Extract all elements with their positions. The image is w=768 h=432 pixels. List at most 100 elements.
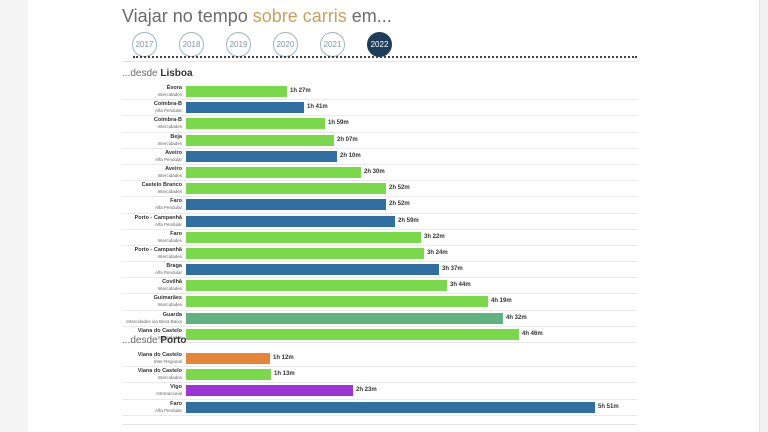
row-label: Viana do Castelo Inter-Regional xyxy=(138,351,182,365)
destination-label: Porto - Campanhã xyxy=(134,246,182,253)
service-label: Intercidades via Beira Baixa xyxy=(126,318,182,324)
service-label: Intercidades xyxy=(157,286,182,292)
row-label: Viana do Castelo Intercidades xyxy=(138,327,182,341)
destination-label: Faro xyxy=(170,230,182,237)
bar[interactable] xyxy=(186,280,447,292)
row-label: Porto - Campanhã Intercidades xyxy=(135,246,182,260)
bar[interactable] xyxy=(186,118,325,130)
chart-row: Évora Intercidades 1h 27m xyxy=(122,84,637,101)
data-label: 5h 51m xyxy=(598,403,619,410)
service-label: Intercidades xyxy=(157,140,182,146)
data-label: 1h 41m xyxy=(307,104,328,111)
row-label: Faro Alfa Pendular xyxy=(155,400,182,414)
bar[interactable] xyxy=(186,102,304,114)
data-label: 4h 32m xyxy=(506,314,527,321)
data-label: 1h 12m xyxy=(273,355,294,361)
row-label: Covilhã Intercidades xyxy=(157,278,182,292)
chart-row: Coimbra-B Intercidades 1h 59m xyxy=(122,116,637,133)
bar[interactable] xyxy=(186,385,353,397)
chart-row: Vigo Internacional 2h 23m xyxy=(122,383,637,400)
bar[interactable] xyxy=(186,264,439,276)
chart-row: Porto - Campanhã Alfa Pendular 2h 59m xyxy=(122,214,637,230)
service-label: Intercidades xyxy=(157,189,182,195)
service-label: Intercidades xyxy=(157,375,182,381)
chart-row: Faro Intercidades 3h 22m xyxy=(122,230,637,246)
service-label: Intercidades xyxy=(157,302,182,308)
service-label: Inter-Regional xyxy=(153,359,182,364)
bar[interactable] xyxy=(186,296,488,308)
title-highlight: sobre carris xyxy=(252,6,347,26)
section-title-lisboa: ...desde Lisboa xyxy=(122,68,193,79)
service-label: Intercidades xyxy=(157,253,182,259)
bar[interactable] xyxy=(186,215,395,227)
bar[interactable] xyxy=(186,312,503,324)
data-label: 2h 10m xyxy=(340,152,361,159)
destination-label: Castelo Branco xyxy=(141,182,182,189)
year-button-2019[interactable]: 2019 xyxy=(226,32,251,57)
chart-row: Braga Alfa Pendular 3h 37m xyxy=(122,262,637,279)
row-label: Faro Intercidades xyxy=(157,230,182,244)
chart-row: Faro Alfa Pendular 2h 52m xyxy=(122,197,637,214)
service-label: Alfa Pendular xyxy=(154,221,182,227)
timeline-line xyxy=(133,56,637,58)
destination-label: Coimbra-B xyxy=(153,117,182,124)
data-label: 1h 59m xyxy=(328,120,349,127)
service-label: Intercidades xyxy=(157,92,182,97)
destination-label: Coimbra-B xyxy=(153,101,182,108)
scrollbar[interactable] xyxy=(759,0,768,432)
bar[interactable] xyxy=(186,134,334,146)
data-label: 2h 59m xyxy=(398,217,419,224)
destination-label: Guarda xyxy=(162,311,182,318)
data-label: 4h 19m xyxy=(491,298,512,305)
destination-label: Porto - Campanhã xyxy=(134,214,182,221)
chart-row: Aveiro Intercidades 2h 30m xyxy=(122,165,637,182)
data-label: 4h 46m xyxy=(522,330,543,337)
row-label: Viana do Castelo Intercidades xyxy=(138,367,182,381)
service-label: Alfa Pendular xyxy=(154,108,182,114)
bar[interactable] xyxy=(186,86,287,97)
bar[interactable] xyxy=(186,328,519,340)
bar[interactable] xyxy=(186,166,361,178)
bar[interactable] xyxy=(186,401,595,413)
service-label: Alfa Pendular xyxy=(154,407,182,413)
left-margin xyxy=(0,0,28,432)
bar[interactable] xyxy=(186,231,421,243)
destination-label: Beja xyxy=(170,133,182,140)
divider xyxy=(122,61,637,62)
porto-chart: Viana do Castelo Inter-Regional 1h 12m Vian… xyxy=(122,351,637,416)
row-label: Guarda Intercidades via Beira Baixa xyxy=(126,311,182,325)
chart-row: Viana do Castelo Intercidades 1h 13m xyxy=(122,367,637,384)
divider xyxy=(122,424,637,425)
service-label: Intercidades xyxy=(157,124,182,130)
data-label: 2h 23m xyxy=(356,387,377,394)
year-button-2021[interactable]: 2021 xyxy=(320,32,345,57)
row-label: Coimbra-B Alfa Pendular xyxy=(154,100,182,114)
bar[interactable] xyxy=(186,353,270,364)
year-button-2020[interactable]: 2020 xyxy=(273,32,298,57)
chart-row: Guimarães Intercidades 4h 19m xyxy=(122,294,637,311)
destination-label: Faro xyxy=(170,400,182,407)
chart-row: Beja Intercidades 2h 07m xyxy=(122,133,637,149)
bar[interactable] xyxy=(186,199,386,211)
data-label: 1h 13m xyxy=(274,371,295,378)
row-label: Vigo Internacional xyxy=(156,383,182,397)
bar[interactable] xyxy=(186,247,424,259)
chart-row: Coimbra-B Alfa Pendular 1h 41m xyxy=(122,100,637,117)
service-label: Intercidades xyxy=(157,172,182,178)
bar[interactable] xyxy=(186,150,337,162)
row-label: Coimbra-B Intercidades xyxy=(154,116,182,130)
bar[interactable] xyxy=(186,369,271,381)
bar[interactable] xyxy=(186,183,386,195)
destination-label: Aveiro xyxy=(165,149,182,156)
service-label: Alfa Pendular xyxy=(154,205,182,211)
year-button-2018[interactable]: 2018 xyxy=(179,32,204,57)
data-label: 3h 37m xyxy=(442,266,463,273)
section-title-porto: ...desde Porto xyxy=(122,335,187,346)
service-label: Intercidades xyxy=(157,237,182,243)
destination-label: Viana do Castelo xyxy=(137,352,182,358)
destination-label: Vigo xyxy=(170,384,182,391)
chart-row: Guarda Intercidades via Beira Baixa 4h 32m xyxy=(122,311,637,327)
year-button-2017[interactable]: 2017 xyxy=(132,32,157,57)
data-label: 2h 52m xyxy=(389,185,410,192)
year-button-2022[interactable]: 2022 xyxy=(367,32,392,57)
